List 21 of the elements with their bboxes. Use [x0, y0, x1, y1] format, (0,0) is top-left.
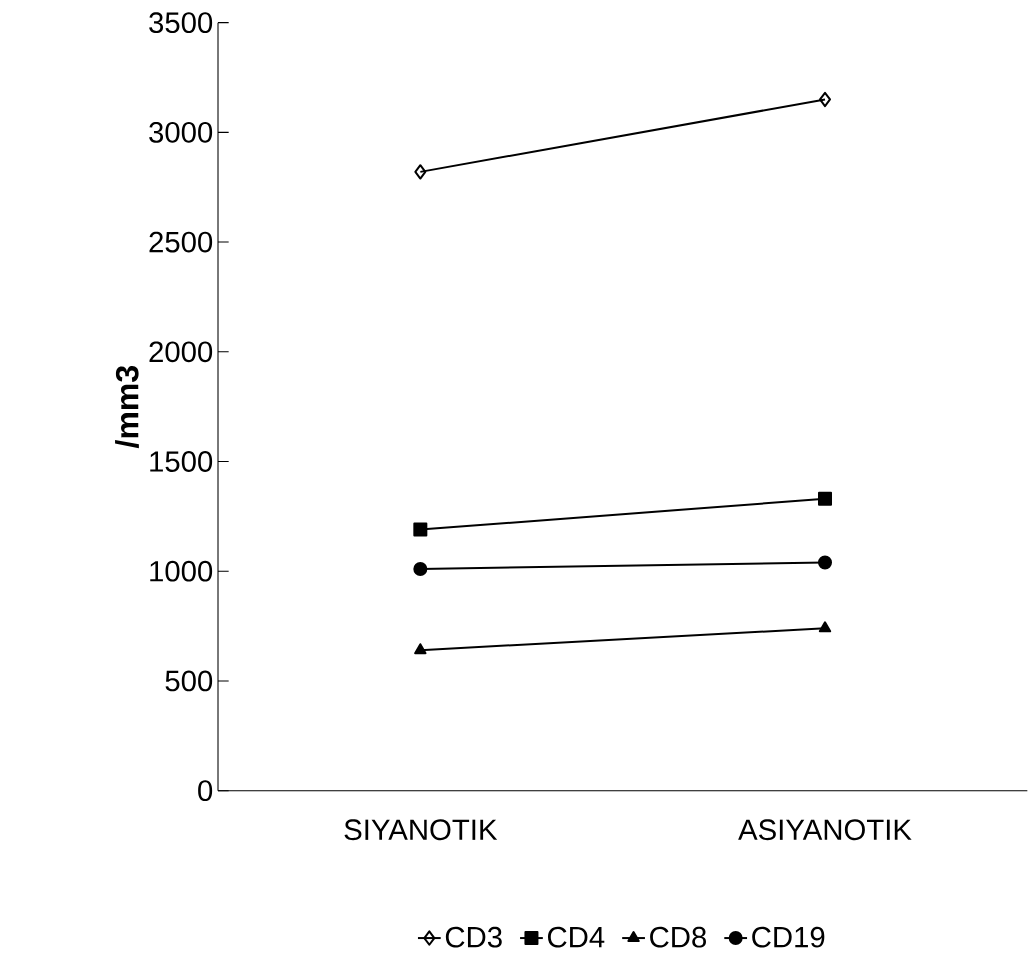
point	[413, 522, 428, 537]
point	[818, 555, 832, 570]
point	[414, 164, 427, 180]
y-tick-label: 1500	[150, 450, 213, 472]
x-tick-label: ASIYANOTIK	[738, 819, 912, 840]
y-tick-label: 3500	[149, 12, 213, 33]
point	[819, 91, 832, 107]
x-tick-label: SIYANOTIK	[344, 819, 498, 840]
legend-label: CD3	[445, 926, 502, 948]
y-axis-title: /mm3	[115, 365, 139, 448]
y-tick-label: 500	[165, 670, 213, 692]
y-tick-label: 2500	[149, 231, 213, 253]
point	[413, 561, 428, 576]
point	[818, 491, 832, 506]
y-tick-label: 3000	[149, 121, 213, 143]
y-tick-label: 2000	[149, 341, 213, 363]
y-tick-label: 0	[198, 780, 213, 801]
y-tick-label: 1000	[150, 560, 213, 582]
legend-label: CD4	[547, 926, 605, 948]
legend-label: CD19	[752, 926, 825, 948]
legend-label: CD8	[650, 926, 706, 948]
